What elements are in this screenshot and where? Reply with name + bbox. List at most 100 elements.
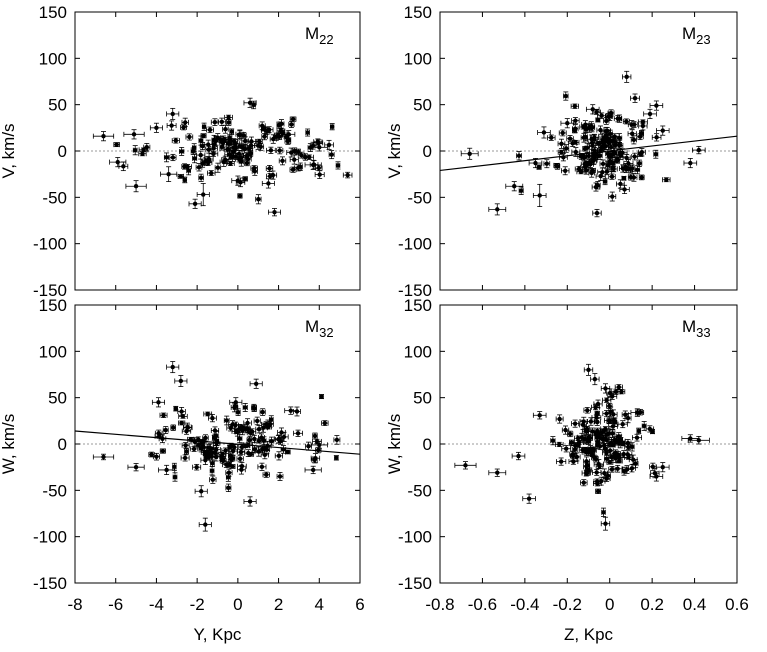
data-point [608,441,614,447]
data-point-marker [233,400,239,405]
data-point [276,146,284,155]
data-point-marker [599,113,604,118]
data-point [324,139,334,150]
data-point-marker [220,457,225,462]
data-point [599,159,607,169]
y-axis-label: W, km/s [385,414,404,474]
data-point-marker [214,447,219,452]
data-point [597,112,607,119]
data-point-marker [220,451,225,457]
data-point [315,164,323,172]
data-point-marker [280,158,285,164]
data-point-marker [170,111,175,117]
data-point [268,436,275,446]
data-point-marker [641,423,647,429]
data-point-marker [212,428,218,433]
data-point-marker [226,470,232,475]
panel-label-subscript: 23 [696,32,710,47]
data-point-marker [237,436,242,441]
data-point-marker [573,149,579,155]
data-point [219,143,225,151]
data-point-marker [604,118,609,124]
data-point [630,93,640,103]
data-point-marker [194,465,199,470]
data-point [125,180,147,193]
data-point [649,100,664,111]
data-point-marker [164,155,169,160]
data-point [505,181,524,192]
data-point-marker [183,120,188,125]
data-point [257,142,265,151]
data-layer [454,363,710,531]
data-point [218,451,227,457]
data-point [166,107,180,120]
y-tick-label: -100 [33,235,67,254]
data-point-marker [635,167,640,173]
data-point [312,432,318,440]
data-point-marker [329,152,334,157]
data-point-marker [615,116,621,121]
data-point-marker [589,170,594,176]
data-point-marker [201,124,207,129]
data-point-marker [631,122,637,127]
y-tick-label: 150 [404,3,432,22]
data-point-marker [610,424,616,429]
data-point-marker [156,400,161,405]
data-point [608,422,618,431]
data-point-marker [214,441,219,446]
data-point [637,119,648,125]
data-point-marker [640,119,646,125]
data-point [237,193,243,199]
data-point [118,161,129,172]
data-point [171,137,180,144]
data-point [200,449,209,455]
data-point [113,142,120,148]
data-point [532,183,547,208]
data-point-marker [595,117,601,123]
data-point [174,375,188,387]
data-point [244,159,250,167]
data-point-marker [653,152,659,157]
y-tick-label: 150 [404,296,432,315]
data-layer [440,70,737,218]
data-point-marker [184,449,189,454]
x-axis-label: Z, Kpc [564,625,614,644]
data-point [207,170,216,176]
data-point-marker [296,149,301,155]
y-axis-label: V, km/s [0,123,18,178]
y-tick-label: -50 [407,481,432,500]
data-point [637,151,644,157]
data-point [235,150,243,158]
data-point-marker [593,457,599,462]
data-point-marker [622,187,627,192]
data-point [333,455,339,461]
data-point [536,164,542,170]
data-point [177,173,184,179]
data-point [258,433,265,442]
data-point [92,131,115,142]
data-point [184,448,190,455]
data-point-marker [564,446,569,451]
data-point [285,449,291,455]
data-point-marker [182,455,188,461]
data-point-marker [229,129,234,134]
data-point-marker [203,522,208,527]
data-point-marker [623,412,628,417]
data-point-marker [605,163,610,168]
data-point [229,463,236,469]
data-point-marker [198,175,204,181]
data-point-marker [223,448,228,453]
data-point-marker [334,437,340,443]
data-point [572,124,579,134]
data-point [166,120,177,131]
x-tick-label: 0.2 [640,595,664,614]
data-point [593,418,601,426]
data-point [268,415,274,424]
panel-3: 150 100 50 0 -50 -100 -150-8 -6 -4 -2 0 2 4 6 Y, Kpc W,… [0,296,365,644]
data-point-marker [144,145,149,150]
data-point [583,166,590,175]
data-point [202,434,209,442]
data-point-marker [632,154,637,159]
data-point-marker [612,142,617,148]
x-tick-label: -0.8 [425,595,454,614]
